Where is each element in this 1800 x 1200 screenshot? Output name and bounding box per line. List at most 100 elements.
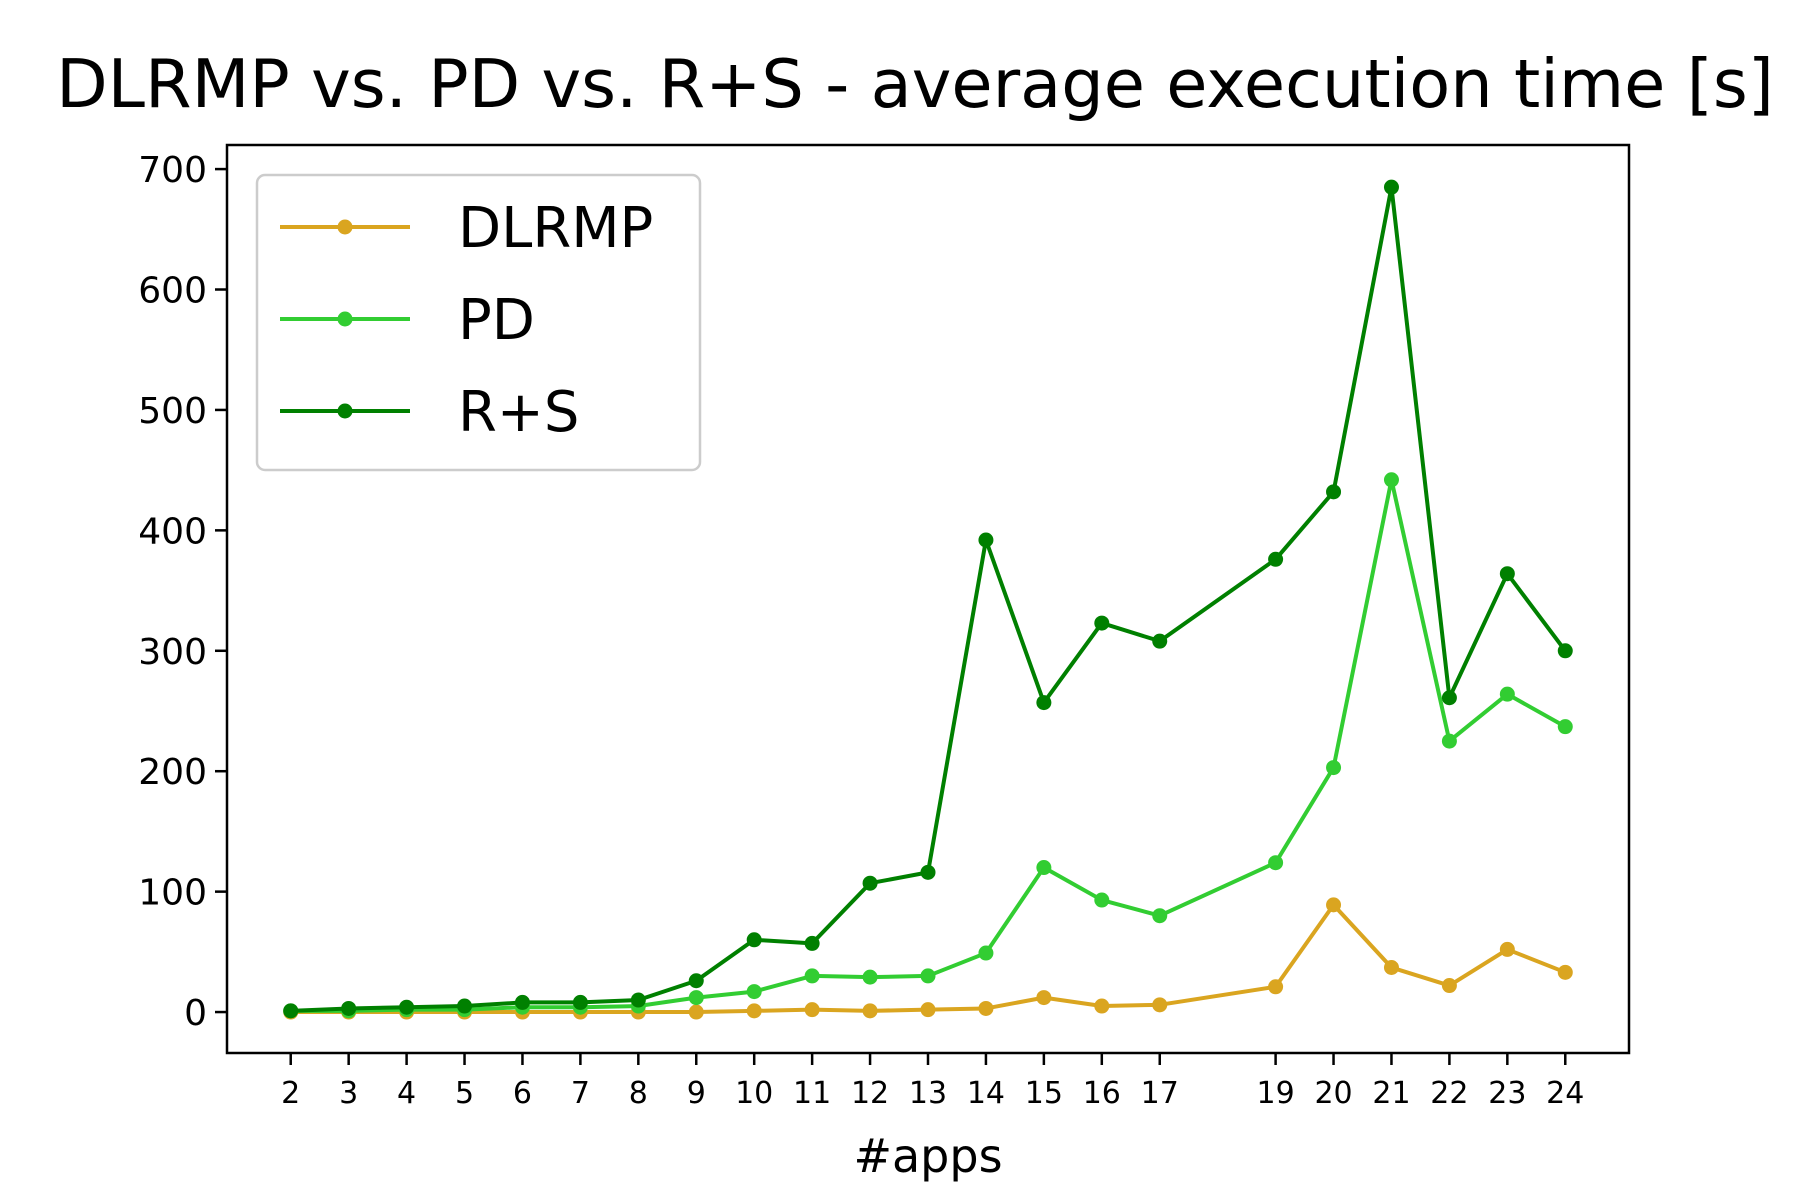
data-point [1557,643,1573,659]
x-tick-label: 8 [629,1076,648,1111]
series-layer [283,179,1573,1020]
x-tick-label: 5 [455,1076,474,1111]
x-tick-label: 19 [1257,1076,1295,1111]
data-point [1268,979,1284,995]
x-tick-label: 6 [513,1076,532,1111]
data-point [746,932,762,948]
legend-item: PD [280,288,535,353]
data-point [978,945,994,961]
data-point [1499,941,1515,957]
data-point [341,1000,357,1016]
legend-swatch-marker [337,311,353,327]
data-point [920,864,936,880]
y-tick-label: 0 [184,993,207,1034]
data-point [688,990,704,1006]
data-point [514,994,530,1010]
data-point [1499,686,1515,702]
x-tick-label: 20 [1314,1076,1352,1111]
data-point [804,935,820,951]
data-point [1441,733,1457,749]
y-tick-label: 500 [138,391,207,432]
data-point [1268,855,1284,871]
x-tick-label: 2 [281,1076,300,1111]
legend-label: R+S [458,380,579,445]
y-axis: 0 100 200 300 400 500 600 700 [138,150,227,1034]
x-tick-label: 24 [1546,1076,1584,1111]
legend-swatch-marker [337,403,353,419]
data-point [688,1004,704,1020]
legend-label: DLRMP [458,196,653,261]
data-point [920,1002,936,1018]
data-point [978,532,994,548]
data-point [283,1003,299,1019]
x-tick-label: 15 [1025,1076,1063,1111]
data-point [1383,959,1399,975]
data-point [1036,695,1052,711]
legend-item: DLRMP [280,196,653,261]
chart-title: DLRMP vs. PD vs. R+S - average execution… [56,45,1774,123]
data-point [1326,897,1342,913]
x-tick-label: 11 [793,1076,831,1111]
x-tick-label: 22 [1430,1076,1468,1111]
data-point [1152,908,1168,924]
y-tick-label: 400 [138,511,207,552]
data-point [1499,566,1515,582]
data-point [1326,484,1342,500]
data-point [572,994,588,1010]
data-point [630,992,646,1008]
series-line [290,902,1567,1015]
data-point [1094,892,1110,908]
series-line [290,185,1567,1013]
x-axis-label: #apps [853,1129,1002,1183]
series-line [290,477,1567,1013]
legend-item: R+S [280,380,579,445]
legend-label: PD [458,288,535,353]
y-tick-label: 300 [138,632,207,673]
y-tick-label: 200 [138,752,207,793]
data-point [688,973,704,989]
x-tick-label: 4 [397,1076,416,1111]
x-tick-label: 16 [1083,1076,1121,1111]
legend-items: DLRMP PD R+S [280,196,653,445]
x-tick-label: 10 [735,1076,773,1111]
data-point [1557,964,1573,980]
x-tick-label: 21 [1372,1076,1410,1111]
data-point [1383,179,1399,195]
x-tick-label: 14 [967,1076,1005,1111]
legend-swatch-marker [337,219,353,235]
data-point [804,1002,820,1018]
legend-frame [255,173,702,472]
data-point [457,998,473,1014]
data-point [1441,690,1457,706]
series-r-s [283,179,1573,1019]
data-point [862,875,878,891]
y-tick-label: 100 [138,873,207,914]
x-tick-label: 3 [339,1076,358,1111]
data-point [1268,551,1284,567]
data-point [804,968,820,984]
y-tick-label: 700 [138,150,207,191]
data-point [862,1003,878,1019]
x-tick-label: 7 [571,1076,590,1111]
data-point [1036,860,1052,876]
data-point [746,1003,762,1019]
data-point [1152,997,1168,1013]
legend: DLRMP PD R+S [255,173,702,472]
data-point [1326,760,1342,776]
data-point [1152,633,1168,649]
x-tick-label: 9 [687,1076,706,1111]
data-point [1383,472,1399,488]
x-tick-label: 12 [851,1076,889,1111]
y-tick-label: 600 [138,271,207,312]
data-point [978,1000,994,1016]
data-point [1441,978,1457,994]
x-axis: 2 3 4 5 6 7 8 9 10 11 12 13 14 15 16 17 19 20 21 22 23 24 [281,1053,1584,1111]
data-point [862,969,878,985]
data-point [1036,990,1052,1006]
x-tick-label: 17 [1141,1076,1179,1111]
data-point [399,999,415,1015]
data-point [1094,615,1110,631]
x-tick-label: 13 [909,1076,947,1111]
data-point [1557,719,1573,735]
data-point [746,984,762,1000]
